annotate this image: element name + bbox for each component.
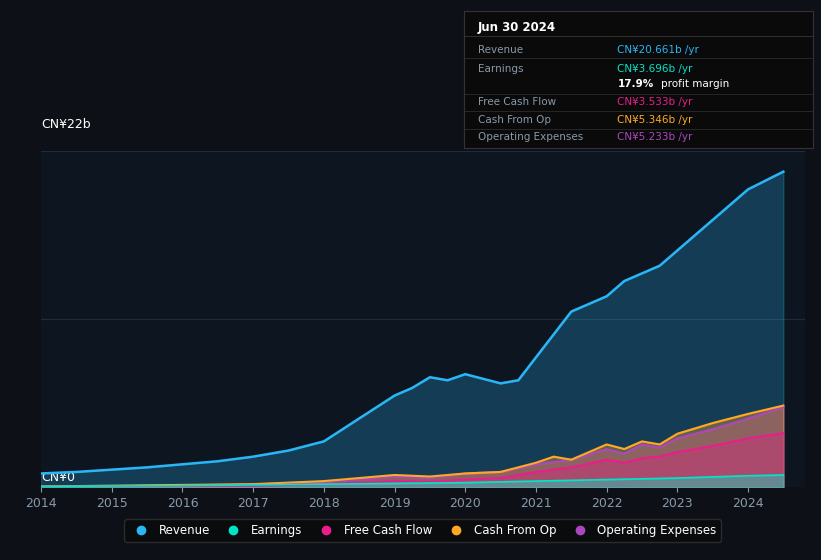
Text: Cash From Op: Cash From Op bbox=[478, 115, 551, 124]
Text: Operating Expenses: Operating Expenses bbox=[478, 132, 583, 142]
Text: Earnings: Earnings bbox=[478, 64, 523, 74]
Text: 17.9%: 17.9% bbox=[617, 79, 654, 89]
Text: Free Cash Flow: Free Cash Flow bbox=[478, 97, 556, 107]
Text: CN¥20.661b /yr: CN¥20.661b /yr bbox=[617, 45, 699, 55]
Text: CN¥3.533b /yr: CN¥3.533b /yr bbox=[617, 97, 693, 107]
Text: profit margin: profit margin bbox=[661, 79, 729, 89]
Text: CN¥22b: CN¥22b bbox=[41, 118, 90, 131]
Text: Revenue: Revenue bbox=[478, 45, 523, 55]
Text: CN¥5.346b /yr: CN¥5.346b /yr bbox=[617, 115, 693, 124]
Text: Jun 30 2024: Jun 30 2024 bbox=[478, 21, 556, 34]
Text: CN¥0: CN¥0 bbox=[41, 471, 75, 484]
Text: CN¥5.233b /yr: CN¥5.233b /yr bbox=[617, 132, 693, 142]
Legend: Revenue, Earnings, Free Cash Flow, Cash From Op, Operating Expenses: Revenue, Earnings, Free Cash Flow, Cash … bbox=[124, 519, 722, 542]
Text: CN¥3.696b /yr: CN¥3.696b /yr bbox=[617, 64, 693, 74]
